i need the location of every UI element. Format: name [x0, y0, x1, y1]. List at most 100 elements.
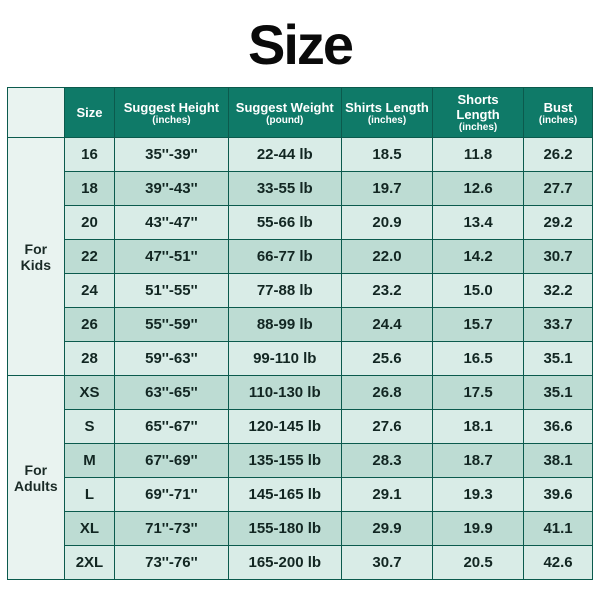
table-row: L69''-71''145-165 lb29.119.339.6: [8, 478, 593, 512]
table-cell: 22: [64, 240, 115, 274]
table-cell: 39.6: [524, 478, 593, 512]
table-cell: 14.2: [433, 240, 524, 274]
column-header-label: Size: [76, 105, 102, 120]
table-cell: 15.7: [433, 308, 524, 342]
table-cell: 135-155 lb: [228, 444, 341, 478]
table-cell: 35''-39'': [115, 138, 228, 172]
section-label: ForKids: [8, 138, 65, 376]
table-cell: 24: [64, 274, 115, 308]
table-cell: L: [64, 478, 115, 512]
table-cell: 2XL: [64, 546, 115, 580]
table-cell: 30.7: [524, 240, 593, 274]
table-cell: 155-180 lb: [228, 512, 341, 546]
section-label-line: For: [10, 241, 62, 257]
table-row: 2043''-47''55-66 lb20.913.429.2: [8, 206, 593, 240]
table-cell: 65''-67'': [115, 410, 228, 444]
table-cell: 22-44 lb: [228, 138, 341, 172]
table-head: SizeSuggest Height(inches)Suggest Weight…: [8, 88, 593, 138]
table-cell: 16.5: [433, 342, 524, 376]
table-row: ForAdultsXS63''-65''110-130 lb26.817.535…: [8, 376, 593, 410]
table-row: XL71''-73''155-180 lb29.919.941.1: [8, 512, 593, 546]
table-cell: 110-130 lb: [228, 376, 341, 410]
table-cell: 39''-43'': [115, 172, 228, 206]
table-cell: 77-88 lb: [228, 274, 341, 308]
table-cell: 19.3: [433, 478, 524, 512]
table-cell: 42.6: [524, 546, 593, 580]
table-row: 2247''-51''66-77 lb22.014.230.7: [8, 240, 593, 274]
table-cell: 71''-73'': [115, 512, 228, 546]
table-cell: 29.1: [341, 478, 432, 512]
table-cell: 13.4: [433, 206, 524, 240]
section-label-line: Adults: [10, 478, 62, 494]
column-header: Bust(inches): [524, 88, 593, 138]
table-row: M67''-69''135-155 lb28.318.738.1: [8, 444, 593, 478]
table-cell: 30.7: [341, 546, 432, 580]
table-cell: 22.0: [341, 240, 432, 274]
table-cell: 20.9: [341, 206, 432, 240]
table-cell: 20: [64, 206, 115, 240]
table-row: 1839''-43''33-55 lb19.712.627.7: [8, 172, 593, 206]
size-table: SizeSuggest Height(inches)Suggest Weight…: [7, 87, 593, 580]
table-cell: 28.3: [341, 444, 432, 478]
table-row: ForKids1635''-39''22-44 lb18.511.826.2: [8, 138, 593, 172]
column-header-label: Shirts Length: [345, 100, 429, 115]
table-cell: 73''-76'': [115, 546, 228, 580]
table-cell: 67''-69'': [115, 444, 228, 478]
column-header-sublabel: (inches): [117, 115, 225, 126]
table-cell: 24.4: [341, 308, 432, 342]
table-cell: 26.8: [341, 376, 432, 410]
column-header-sublabel: (inches): [526, 115, 590, 126]
table-cell: 63''-65'': [115, 376, 228, 410]
table-cell: 29.2: [524, 206, 593, 240]
table-cell: 120-145 lb: [228, 410, 341, 444]
column-header: Size: [64, 88, 115, 138]
column-header-label: Bust: [544, 100, 573, 115]
column-header-sublabel: (inches): [435, 122, 521, 133]
table-cell: 18.1: [433, 410, 524, 444]
column-header: [8, 88, 65, 138]
table-cell: 25.6: [341, 342, 432, 376]
table-cell: 33-55 lb: [228, 172, 341, 206]
table-cell: 28: [64, 342, 115, 376]
table-cell: 26: [64, 308, 115, 342]
table-cell: 17.5: [433, 376, 524, 410]
column-header: Shirts Length(inches): [341, 88, 432, 138]
column-header-label: Shorts Length: [456, 92, 499, 122]
table-cell: 145-165 lb: [228, 478, 341, 512]
section-label-line: For: [10, 462, 62, 478]
table-cell: 165-200 lb: [228, 546, 341, 580]
column-header-label: Suggest Height: [124, 100, 219, 115]
table-row: 2XL73''-76''165-200 lb30.720.542.6: [8, 546, 593, 580]
column-header-sublabel: (pound): [231, 115, 339, 126]
column-header: Suggest Height(inches): [115, 88, 228, 138]
table-cell: 27.6: [341, 410, 432, 444]
table-cell: 66-77 lb: [228, 240, 341, 274]
table-cell: 36.6: [524, 410, 593, 444]
table-cell: 59''-63'': [115, 342, 228, 376]
table-row: 2655''-59''88-99 lb24.415.733.7: [8, 308, 593, 342]
table-cell: 26.2: [524, 138, 593, 172]
table-cell: 35.1: [524, 376, 593, 410]
table-cell: 15.0: [433, 274, 524, 308]
section-label-line: Kids: [10, 257, 62, 273]
column-header-sublabel: (inches): [344, 115, 430, 126]
table-header-row: SizeSuggest Height(inches)Suggest Weight…: [8, 88, 593, 138]
table-cell: 11.8: [433, 138, 524, 172]
column-header-label: Suggest Weight: [236, 100, 334, 115]
table-cell: 55''-59'': [115, 308, 228, 342]
table-cell: 69''-71'': [115, 478, 228, 512]
table-row: 2451''-55''77-88 lb23.215.032.2: [8, 274, 593, 308]
table-cell: M: [64, 444, 115, 478]
table-cell: 18.5: [341, 138, 432, 172]
table-cell: 32.2: [524, 274, 593, 308]
section-label: ForAdults: [8, 376, 65, 580]
table-cell: 41.1: [524, 512, 593, 546]
table-cell: 19.7: [341, 172, 432, 206]
table-cell: 18.7: [433, 444, 524, 478]
column-header: Suggest Weight(pound): [228, 88, 341, 138]
table-cell: S: [64, 410, 115, 444]
table-cell: 12.6: [433, 172, 524, 206]
table-cell: 29.9: [341, 512, 432, 546]
table-row: S65''-67''120-145 lb27.618.136.6: [8, 410, 593, 444]
table-cell: 20.5: [433, 546, 524, 580]
